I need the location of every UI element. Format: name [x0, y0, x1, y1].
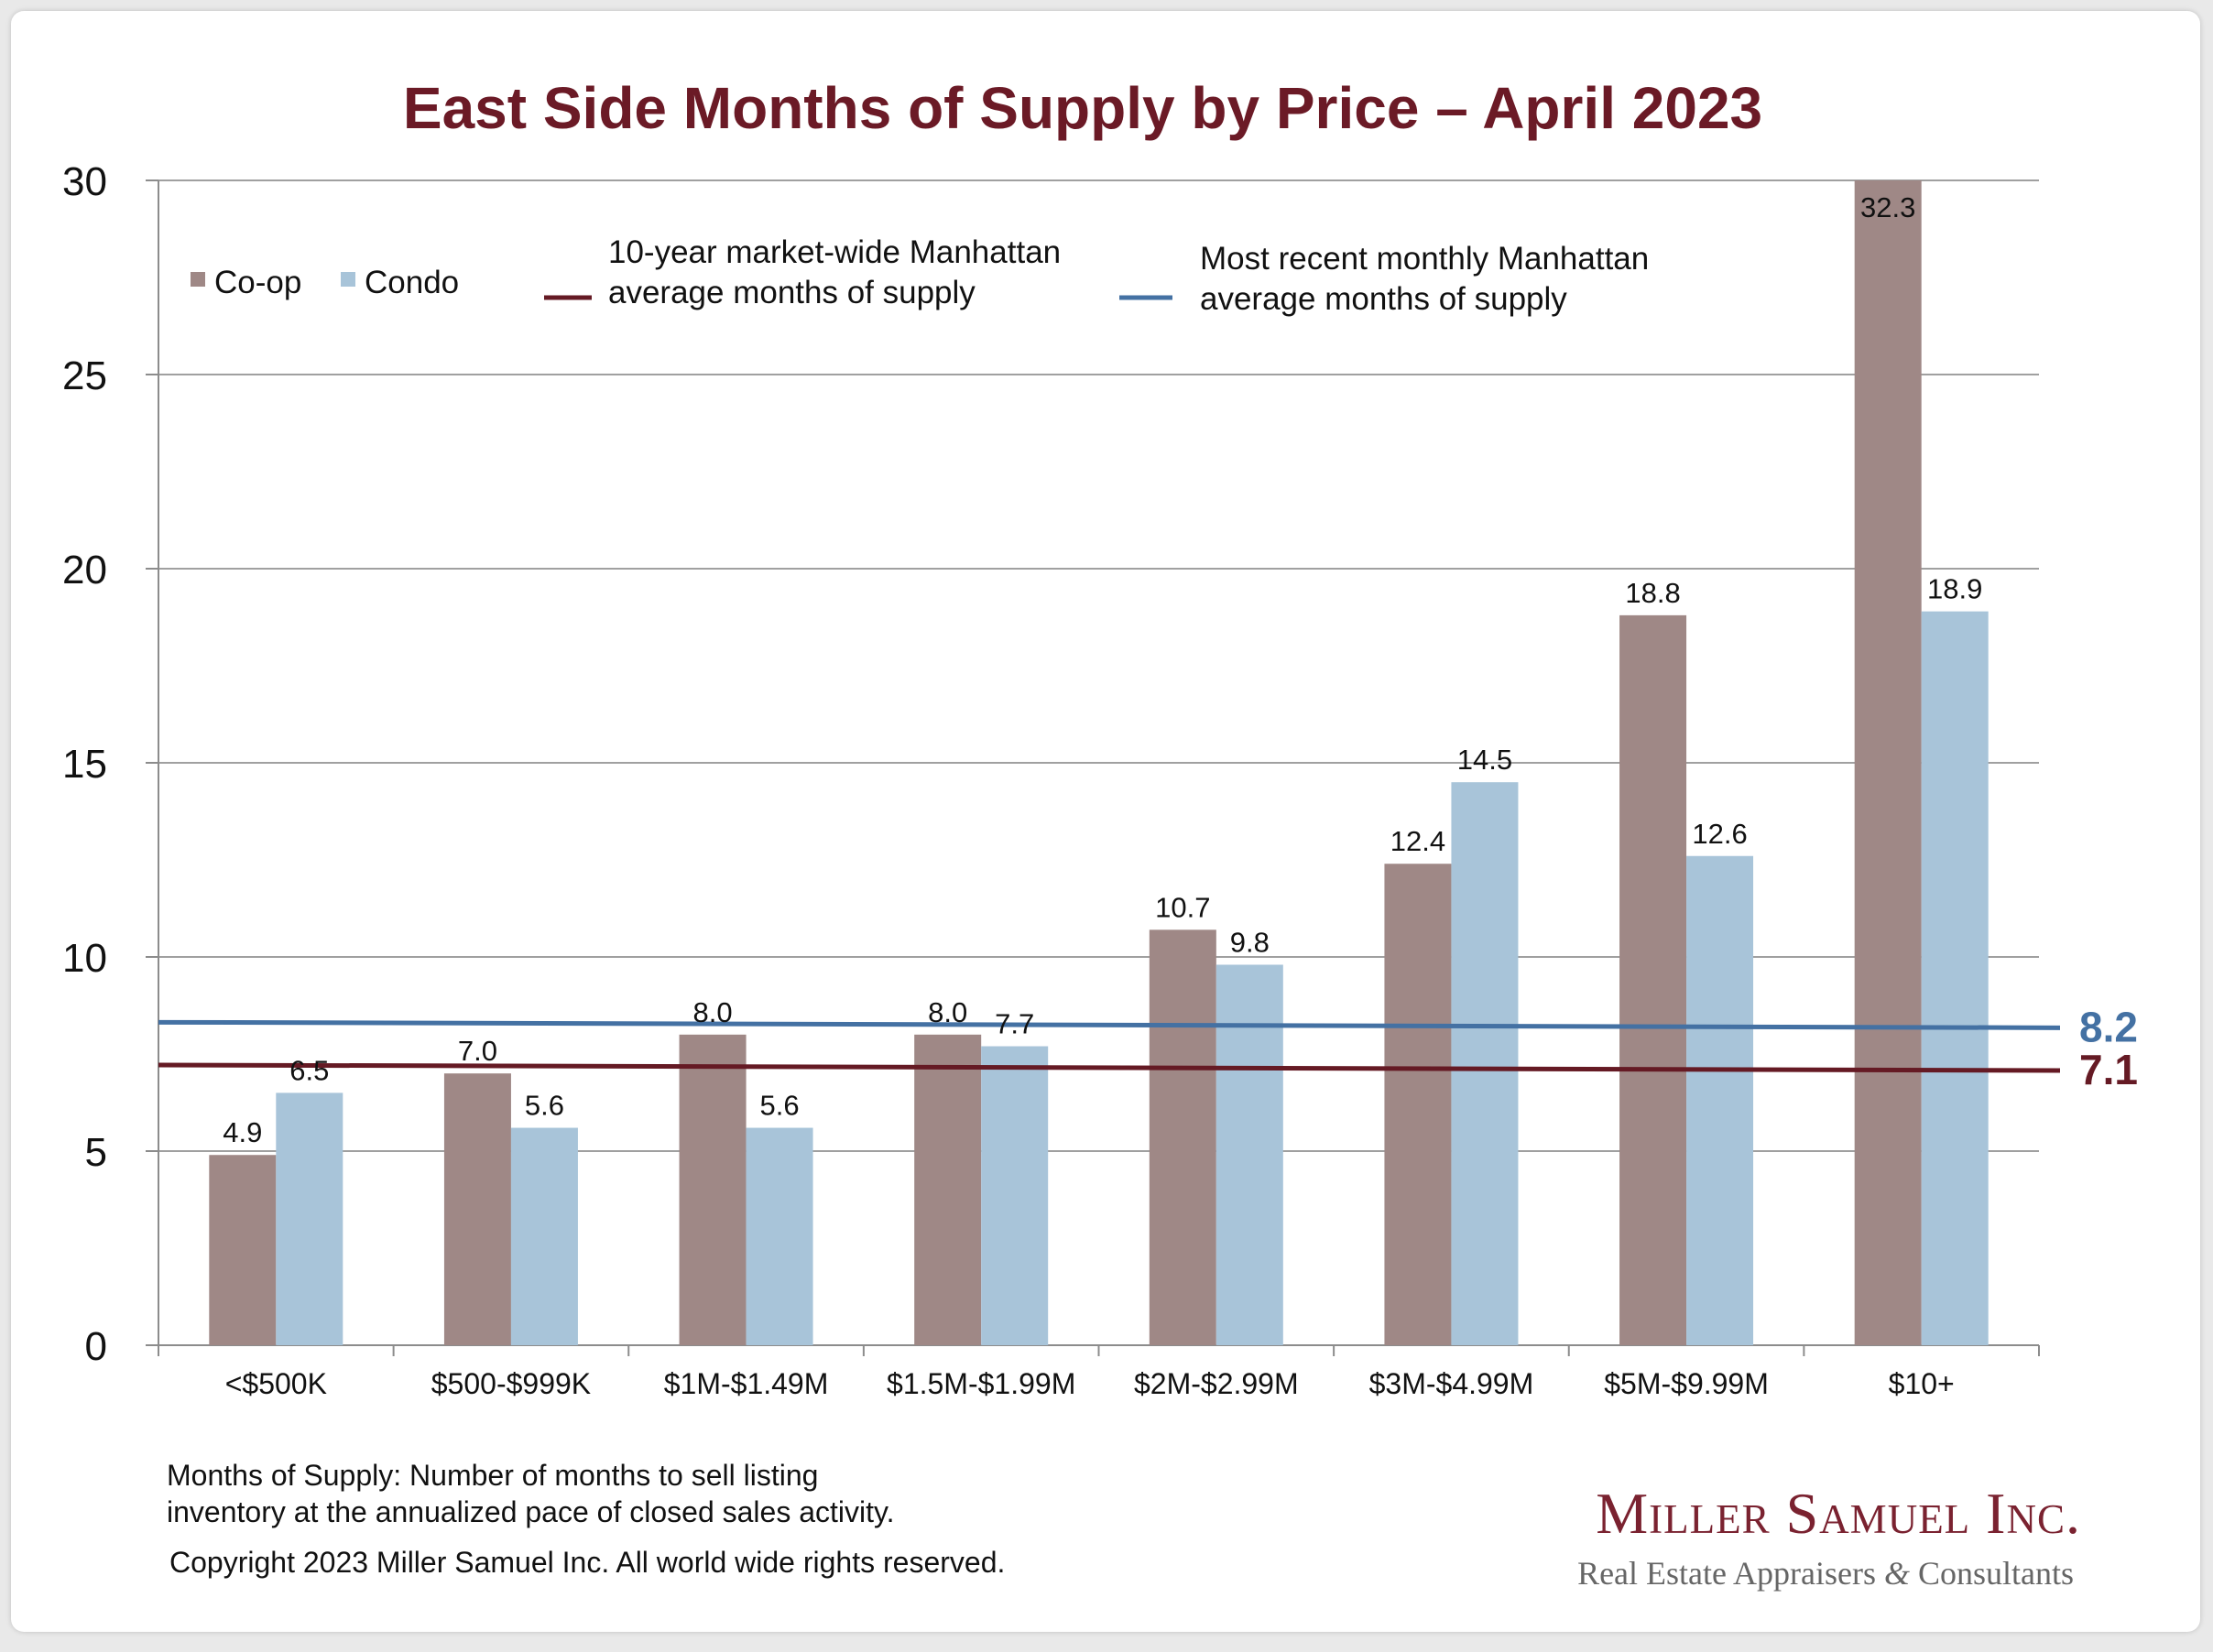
- bar-condo: [510, 1127, 578, 1345]
- brand-logo: Miller Samuel Inc. Real Estate Appraiser…: [1577, 1481, 2081, 1592]
- x-category-label: $3M-$4.99M: [1369, 1367, 1534, 1400]
- reference-value-recent-monthly: 8.2: [2079, 1003, 2138, 1050]
- x-axis-categories: <$500K $500-$999K $1M-$1.49M $1.5M-$1.99M $2…: [225, 1367, 1955, 1400]
- y-tick-label: 5: [85, 1130, 107, 1175]
- y-tick-label: 15: [62, 742, 107, 787]
- legend-swatch-condo: [341, 272, 355, 287]
- reference-line-ten-year: [158, 1062, 2061, 1073]
- legend-swatch-coop: [191, 272, 205, 287]
- bar-condo: [746, 1127, 813, 1345]
- bar-coop: [1854, 180, 1922, 1345]
- legend-label-condo: Condo: [365, 265, 459, 300]
- reference-value-ten-year: 7.1: [2079, 1046, 2138, 1093]
- bar-coop: [679, 1034, 747, 1345]
- x-category-label: <$500K: [225, 1367, 327, 1400]
- data-label-condo: 5.6: [525, 1090, 564, 1122]
- bar-coop: [1384, 864, 1452, 1345]
- data-label-condo: 5.6: [760, 1090, 800, 1122]
- x-category-label: $1.5M-$1.99M: [887, 1367, 1075, 1400]
- data-label-condo: 18.9: [1927, 573, 1982, 605]
- footnote: Months of Supply: Number of months to se…: [167, 1459, 1005, 1579]
- legend-label-ten-year-1: 10-year market-wide Manhattan: [608, 234, 1061, 270]
- data-label-condo: 6.5: [289, 1054, 329, 1086]
- data-label-condo: 14.5: [1457, 744, 1512, 776]
- copyright-text: Copyright 2023 Miller Samuel Inc. All wo…: [169, 1546, 1005, 1579]
- y-tick-label: 10: [62, 936, 107, 981]
- gridlines: [146, 179, 2040, 1356]
- bars: [209, 180, 1989, 1345]
- y-axis-ticks: 0 5 10 15 20 25 30: [62, 159, 107, 1369]
- bar-coop: [914, 1034, 982, 1345]
- chart: East Side Months of Supply by Price – Ap…: [62, 75, 2138, 1592]
- legend: Co-op Condo 10-year market-wide Manhattan a…: [191, 234, 1649, 317]
- data-label-coop: 12.4: [1390, 825, 1445, 857]
- data-label-condo: 7.7: [995, 1008, 1034, 1040]
- x-category-label: $500-$999K: [431, 1367, 591, 1400]
- x-category-label: $1M-$1.49M: [664, 1367, 829, 1400]
- brand-name: Miller Samuel Inc.: [1596, 1481, 2081, 1546]
- bar-coop: [209, 1155, 277, 1345]
- x-category-label: $5M-$9.99M: [1604, 1367, 1769, 1400]
- data-labels: 4.9 6.5 7.0 5.6 8.0 5.6 8.0 7.7 10.7 9.8 12.4 14.5 1…: [223, 191, 1982, 1148]
- data-label-coop: 8.0: [693, 996, 733, 1028]
- data-label-coop: 7.0: [458, 1035, 497, 1067]
- chart-title: East Side Months of Supply by Price – Ap…: [403, 75, 1762, 141]
- chart-card: East Side Months of Supply by Price – Ap…: [11, 11, 2200, 1632]
- legend-label-coop: Co-op: [214, 265, 301, 300]
- legend-label-recent-monthly-1: Most recent monthly Manhattan: [1200, 241, 1649, 277]
- x-category-label: $2M-$2.99M: [1134, 1367, 1299, 1400]
- brand-tagline: Real Estate Appraisers & Consultants: [1577, 1555, 2074, 1592]
- data-label-coop: 18.8: [1625, 577, 1680, 609]
- data-label-coop: 8.0: [928, 996, 967, 1028]
- reference-line-recent-monthly: [158, 1019, 2061, 1030]
- y-tick-label: 20: [62, 548, 107, 592]
- bar-condo: [1921, 611, 1989, 1345]
- y-tick-label: 0: [85, 1324, 107, 1369]
- footnote-line-2: inventory at the annualized pace of clos…: [167, 1495, 895, 1528]
- bar-condo: [981, 1046, 1049, 1345]
- y-tick-label: 30: [62, 159, 107, 204]
- data-label-condo: 12.6: [1692, 818, 1747, 850]
- data-label-coop: 32.3: [1860, 191, 1915, 223]
- bar-condo: [1216, 964, 1283, 1345]
- y-tick-label: 25: [62, 353, 107, 398]
- bar-condo: [276, 1092, 343, 1345]
- data-label-condo: 9.8: [1230, 926, 1270, 958]
- reference-lines: 8.27.1: [158, 1003, 2138, 1093]
- footnote-line-1: Months of Supply: Number of months to se…: [167, 1459, 818, 1492]
- bar-coop: [1619, 614, 1687, 1345]
- legend-label-recent-monthly-2: average months of supply: [1200, 281, 1567, 317]
- bar-coop: [443, 1073, 511, 1345]
- legend-label-ten-year-2: average months of supply: [608, 275, 976, 310]
- bar-condo: [1451, 782, 1519, 1345]
- data-label-coop: 4.9: [223, 1116, 262, 1148]
- x-category-label: $10+: [1889, 1367, 1955, 1400]
- data-label-coop: 10.7: [1155, 891, 1210, 923]
- bar-coop: [1149, 929, 1216, 1345]
- bar-condo: [1686, 855, 1754, 1345]
